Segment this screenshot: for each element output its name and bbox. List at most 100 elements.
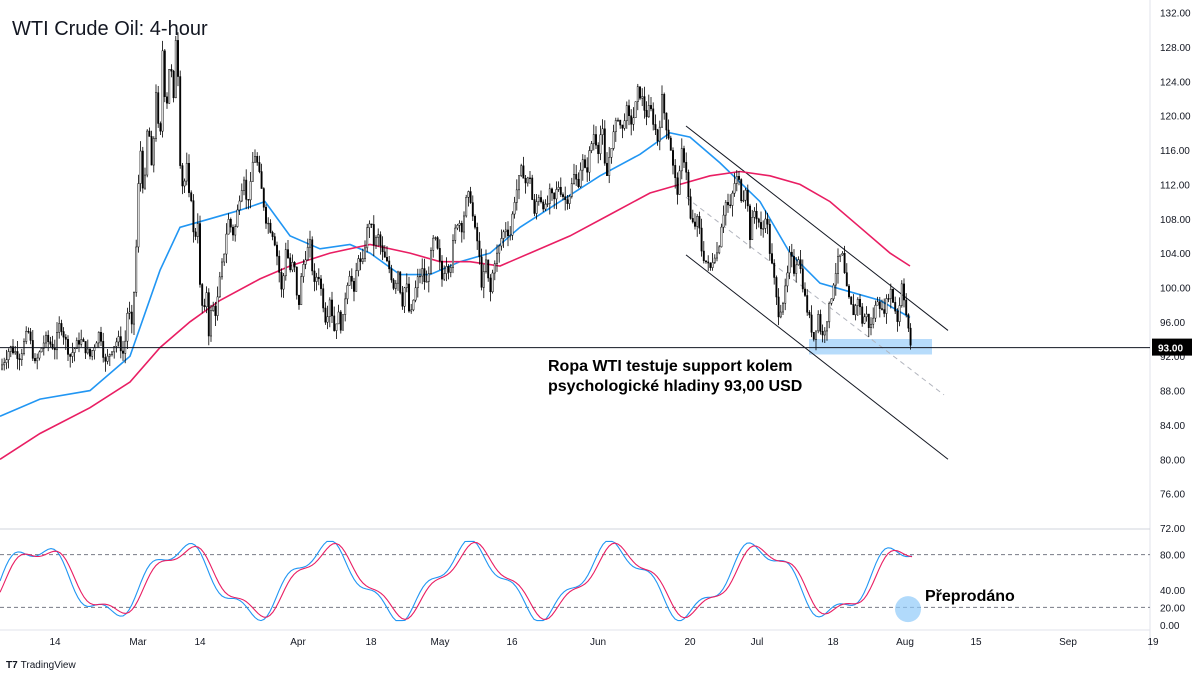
candle-body (777, 296, 780, 318)
candle (401, 285, 404, 310)
candle (500, 229, 503, 251)
candle-body (298, 294, 300, 305)
candle-body (768, 224, 771, 254)
candle-body (166, 96, 168, 104)
candle (489, 274, 492, 302)
candle-body (907, 314, 910, 329)
candle (298, 294, 300, 310)
candle (443, 265, 446, 281)
candle-body (892, 289, 894, 303)
candle-body (218, 276, 221, 298)
candle (551, 187, 553, 201)
candle (148, 127, 151, 137)
candle (199, 215, 201, 288)
candle-body (146, 130, 149, 176)
candle-body (533, 199, 536, 214)
candle (207, 288, 210, 346)
candle-body (7, 351, 10, 360)
candle-body (267, 222, 270, 225)
candle (430, 247, 432, 275)
candle-body (183, 180, 186, 187)
candle (311, 236, 314, 276)
candle (898, 297, 901, 327)
candle (645, 101, 648, 126)
candle (210, 304, 212, 342)
candle (84, 341, 87, 359)
candle-body (454, 227, 457, 241)
candle (507, 221, 509, 247)
candle (595, 126, 597, 150)
candle (753, 207, 756, 224)
candle-body (12, 346, 14, 354)
candle-body (126, 313, 129, 342)
candle (111, 351, 113, 357)
candle-body (729, 204, 732, 206)
candle (416, 268, 419, 298)
price-tick-label: 104.00 (1160, 249, 1191, 260)
time-tick-label: May (431, 637, 450, 648)
candle (823, 327, 826, 344)
candle (592, 124, 595, 151)
candle (614, 117, 617, 142)
candle-body (326, 316, 329, 323)
price-tick-label: 108.00 (1160, 215, 1191, 226)
moving-averages (0, 132, 911, 460)
candle (152, 136, 155, 173)
candle-body (16, 351, 19, 359)
candle-body (53, 348, 56, 351)
candle (320, 274, 322, 296)
candle-body (716, 252, 718, 259)
candle (331, 291, 333, 324)
candle (650, 97, 652, 112)
candle-body (753, 210, 756, 218)
candle (7, 348, 10, 369)
candle-body (751, 217, 754, 240)
price-tick-label: 128.00 (1160, 43, 1191, 54)
candle-body (45, 334, 47, 344)
candle-body (889, 289, 892, 299)
candle (526, 176, 529, 187)
candle-body (40, 348, 43, 353)
candle (181, 163, 184, 195)
candle-body (117, 336, 120, 343)
candle-body (328, 299, 331, 317)
candle (289, 253, 292, 273)
candle-body (590, 143, 593, 151)
candle (760, 211, 762, 236)
candle (467, 190, 470, 207)
candle-body (676, 177, 679, 195)
candle-body (1, 364, 3, 370)
candle-body (900, 283, 903, 306)
candle-body (480, 256, 483, 288)
sma-100-line (0, 170, 911, 460)
candle-body (64, 336, 67, 340)
candle (786, 265, 789, 293)
tradingview-logo-icon: T7 (6, 660, 18, 671)
candle-body (58, 323, 61, 333)
candle-body (346, 285, 349, 300)
candle-body (771, 253, 773, 264)
candle-body (522, 165, 525, 179)
candle (38, 350, 41, 361)
candle (386, 246, 388, 263)
candle (777, 288, 780, 326)
price-tick-label: 88.00 (1160, 387, 1185, 398)
candle (676, 172, 679, 205)
candle-body (720, 226, 723, 248)
time-tick-label: Sep (1059, 637, 1077, 648)
candle (746, 184, 749, 212)
candle (456, 223, 459, 231)
candle-body (452, 240, 454, 268)
candle-body (111, 351, 113, 355)
candle (188, 154, 190, 198)
candle (159, 121, 162, 136)
candle (487, 259, 490, 282)
candle (795, 257, 798, 283)
candle (306, 238, 309, 261)
candle (71, 342, 74, 364)
candle (240, 183, 243, 203)
candle-body (540, 197, 542, 203)
candle (498, 244, 501, 263)
candle-body (537, 197, 540, 202)
candle (619, 119, 622, 129)
